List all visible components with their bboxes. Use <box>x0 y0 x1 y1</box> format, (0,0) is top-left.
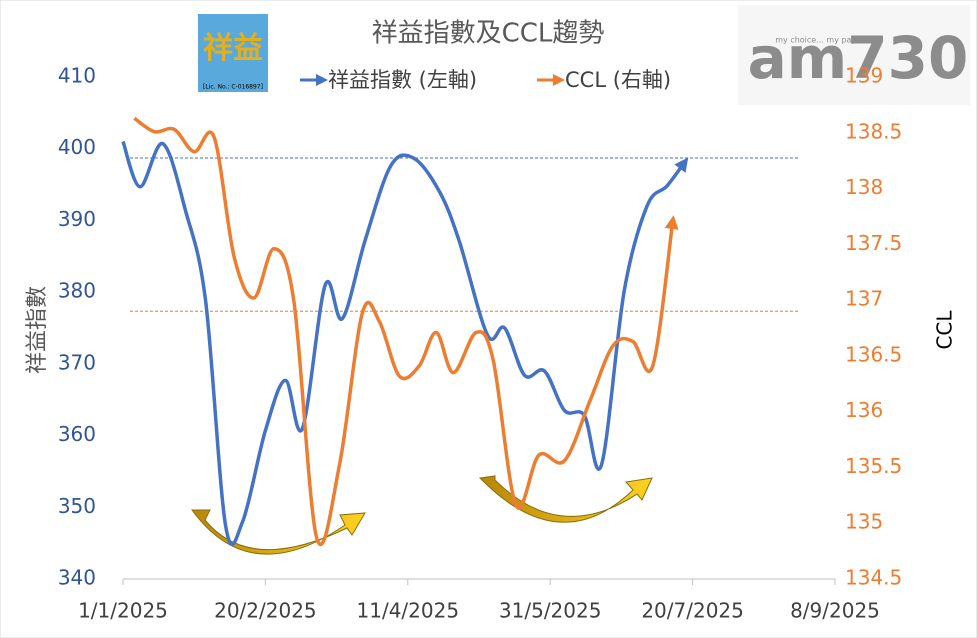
y2-tick-label: 136 <box>845 398 883 422</box>
y2-tick-label: 136.5 <box>845 342 902 366</box>
y2-tick-label: 134.5 <box>845 566 902 590</box>
logo-caption: my choice... my paper <box>775 36 865 45</box>
y2-tick-label: 135.5 <box>845 454 902 478</box>
x-tick-label: 20/7/2025 <box>641 599 744 623</box>
y-tick-label: 350 <box>58 494 96 518</box>
y-axis-label: 祥益指數 <box>25 286 50 374</box>
y2-axis-label: CCL <box>933 310 957 350</box>
logo-caption: [Lic. No.: C-016897] <box>203 84 263 91</box>
logo-box <box>198 14 268 92</box>
decorative-arrow <box>478 475 653 523</box>
logo-text: 祥益 <box>203 31 263 66</box>
y-tick-label: 370 <box>58 350 96 374</box>
logo-text: am730 <box>748 24 969 92</box>
series-line <box>133 116 679 547</box>
x-tick-label: 11/4/2025 <box>357 599 460 623</box>
y-tick-label: 360 <box>58 422 96 446</box>
y2-tick-label: 137 <box>845 287 883 311</box>
y-tick-label: 410 <box>58 64 96 88</box>
y-tick-label: 380 <box>58 279 96 303</box>
series-line <box>121 140 689 546</box>
x-tick-label: 1/1/2025 <box>78 599 168 623</box>
x-tick-label: 20/2/2025 <box>214 599 317 623</box>
y-tick-label: 400 <box>58 135 96 159</box>
y2-tick-label: 137.5 <box>845 231 902 255</box>
chart-title: 祥益指數及CCL趨勢 <box>372 19 605 49</box>
y2-tick-label: 138.5 <box>845 119 902 143</box>
y-tick-label: 340 <box>58 566 96 590</box>
logo-left: 祥益 [Lic. No.: C-016897] <box>198 14 268 92</box>
legend-label: CCL (右軸) <box>565 68 671 92</box>
logo-right: am730 my choice... my paper <box>738 5 970 105</box>
x-tick-label: 8/9/2025 <box>790 599 880 623</box>
x-tick-label: 31/5/2025 <box>499 599 602 623</box>
y2-tick-label: 135 <box>845 510 883 534</box>
y2-tick-label: 138 <box>845 175 883 199</box>
y-tick-label: 390 <box>58 207 96 231</box>
legend-label: 祥益指數 (左軸) <box>328 68 477 92</box>
y2-tick-label: 139 <box>845 64 883 88</box>
logo-bg <box>738 5 970 105</box>
